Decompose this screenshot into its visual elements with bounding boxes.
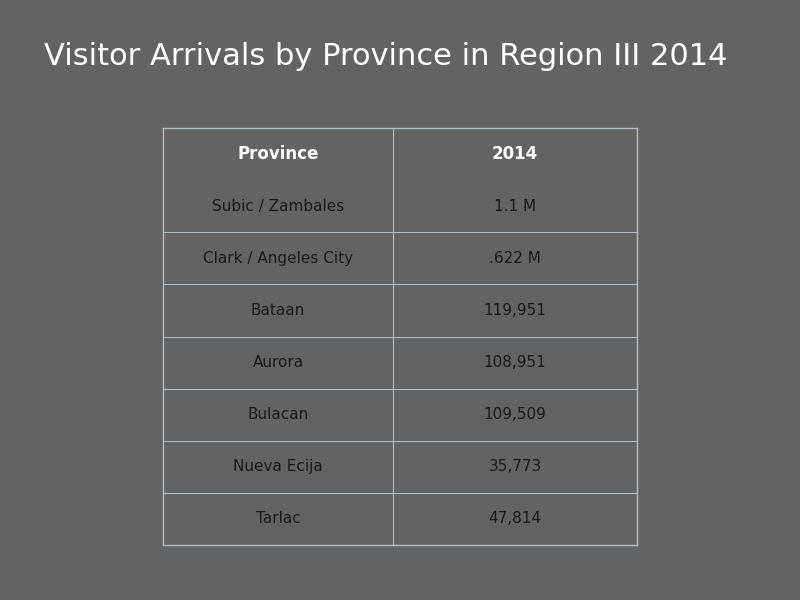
Text: 119,951: 119,951	[483, 303, 546, 318]
Text: Aurora: Aurora	[253, 355, 303, 370]
Text: 35,773: 35,773	[488, 460, 542, 475]
Text: .622 M: .622 M	[489, 251, 541, 266]
Text: Clark / Angeles City: Clark / Angeles City	[203, 251, 353, 266]
Text: 108,951: 108,951	[484, 355, 546, 370]
Text: Visitor Arrivals by Province in Region III 2014: Visitor Arrivals by Province in Region I…	[44, 42, 727, 71]
Text: 1.1 M: 1.1 M	[494, 199, 536, 214]
Text: 109,509: 109,509	[483, 407, 546, 422]
Text: 47,814: 47,814	[489, 511, 542, 526]
Text: Bulacan: Bulacan	[247, 407, 309, 422]
Text: Nueva Ecija: Nueva Ecija	[233, 460, 323, 475]
Text: 2014: 2014	[492, 145, 538, 163]
Text: Province: Province	[238, 145, 318, 163]
Text: Subic / Zambales: Subic / Zambales	[212, 199, 344, 214]
Text: Bataan: Bataan	[251, 303, 305, 318]
Text: Tarlac: Tarlac	[256, 511, 300, 526]
